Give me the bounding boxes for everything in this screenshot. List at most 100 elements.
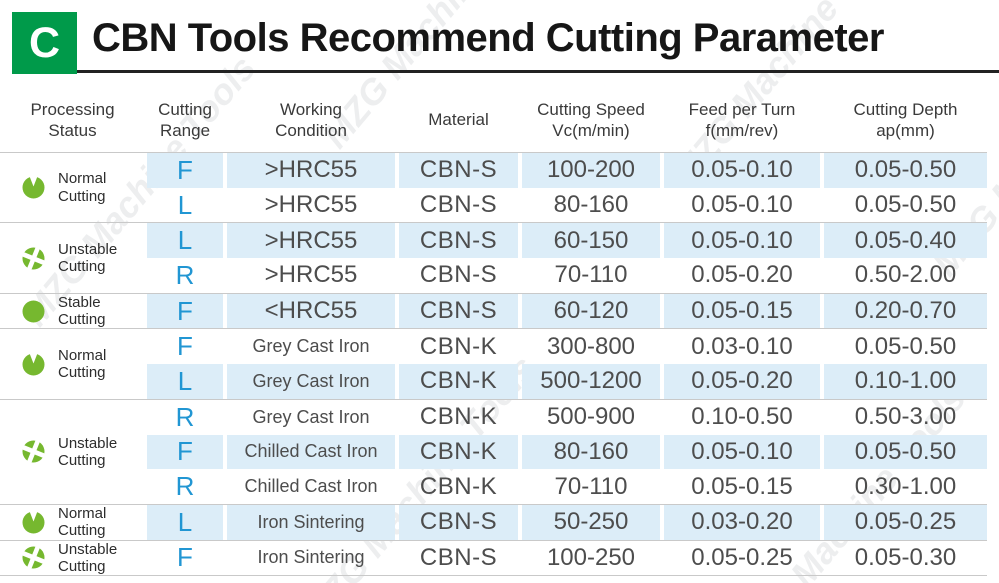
group-rows: R Grey Cast Iron CBN-K 500-900 0.10-0.50 0.50… xyxy=(145,400,987,504)
working-condition-cell: Grey Cast Iron xyxy=(252,406,370,427)
normal-cutting-icon xyxy=(20,351,47,378)
cutting-speed-cell: 60-120 xyxy=(522,293,660,329)
processing-status-label: Unstable Cutting xyxy=(58,540,118,575)
processing-status-label: Normal Cutting xyxy=(58,346,107,382)
cutting-depth-cell: 0.05-0.50 xyxy=(824,153,987,188)
processing-group: Normal Cutting L Iron Sintering CBN-S 50-250… xyxy=(0,504,987,541)
column-header-cutting-speed: Cutting Speed Vc(m/min) xyxy=(522,88,660,152)
cutting-speed-cell: 60-150 xyxy=(522,223,660,259)
processing-status-cell: Unstable Cutting xyxy=(0,223,145,292)
cutting-speed-cell: 80-160 xyxy=(522,434,660,470)
feed-per-turn-cell: 0.05-0.10 xyxy=(664,153,820,188)
column-header-line1: Feed per Turn xyxy=(688,99,796,119)
cutting-range-cell: L xyxy=(147,223,223,259)
title-underline xyxy=(77,70,999,73)
page-title: CBN Tools Recommend Cutting Parameter xyxy=(92,16,885,60)
feed-per-turn-cell: 0.05-0.15 xyxy=(691,472,793,500)
cutting-depth-cell: 0.10-1.00 xyxy=(824,364,987,399)
cutting-depth-cell: 0.30-1.00 xyxy=(854,472,957,500)
cutting-depth-cell: 0.05-0.40 xyxy=(824,223,987,259)
stable-cutting-icon xyxy=(20,298,47,325)
working-condition-cell: >HRC55 xyxy=(264,261,358,289)
group-rows: L >HRC55 CBN-S 60-150 0.05-0.10 0.05-0.40 R >HR… xyxy=(145,223,987,292)
processing-status-label: Normal Cutting xyxy=(58,170,107,205)
cutting-range-cell: F xyxy=(147,293,223,329)
cutting-range-cell: R xyxy=(175,471,195,502)
material-cell: CBN-K xyxy=(419,472,498,500)
feed-per-turn-cell: 0.05-0.20 xyxy=(664,364,820,399)
cutting-depth-cell: 0.05-0.30 xyxy=(854,543,957,571)
column-header-material: Material xyxy=(399,88,518,152)
material-cell: CBN-K xyxy=(399,364,518,399)
column-header-line1: Cutting Depth xyxy=(853,99,958,119)
group-rows: F >HRC55 CBN-S 100-200 0.05-0.10 0.05-0.50 L >H… xyxy=(145,153,987,222)
cutting-speed-cell: 80-160 xyxy=(553,191,629,219)
cutting-depth-cell: 0.50-2.00 xyxy=(854,261,957,289)
column-header-cutting-range: Cutting Range xyxy=(147,88,223,152)
working-condition-cell: >HRC55 xyxy=(264,191,358,219)
processing-group: Unstable Cutting R Grey Cast Iron CBN-K 500-… xyxy=(0,400,987,505)
section-badge: C xyxy=(12,12,77,74)
material-cell: CBN-K xyxy=(399,434,518,470)
material-cell: CBN-S xyxy=(419,191,498,219)
table-row: L >HRC55 CBN-S 60-150 0.05-0.10 0.05-0.40 xyxy=(145,223,987,259)
table-row: L Iron Sintering CBN-S 50-250 0.03-0.20 0.05-… xyxy=(145,504,987,540)
working-condition-cell: <HRC55 xyxy=(227,293,395,329)
group-rows: F <HRC55 CBN-S 60-120 0.05-0.15 0.20-0.70 xyxy=(145,293,987,329)
processing-status-label: Unstable Cutting xyxy=(58,434,118,469)
group-rows: L Iron Sintering CBN-S 50-250 0.03-0.20 0.05-… xyxy=(145,504,987,540)
processing-status-cell: Stable Cutting xyxy=(0,294,145,329)
column-header-line1: Cutting xyxy=(158,99,212,119)
column-header-processing-status: Processing Status xyxy=(0,88,145,152)
cutting-range-cell: F xyxy=(177,542,193,573)
column-header-feed-per-turn: Feed per Turn f(mm/rev) xyxy=(664,88,820,152)
processing-status-cell: Normal Cutting xyxy=(0,505,145,540)
working-condition-cell: Grey Cast Iron xyxy=(227,364,395,399)
column-header-line2: Range xyxy=(159,121,211,140)
cutting-depth-cell: 0.05-0.50 xyxy=(854,332,957,360)
material-cell: CBN-S xyxy=(399,223,518,259)
group-rows: F Grey Cast Iron CBN-K 300-800 0.03-0.10 0.05… xyxy=(145,329,987,399)
cutting-range-cell: L xyxy=(147,364,223,399)
cutting-depth-cell: 0.05-0.50 xyxy=(824,434,987,470)
table-row: R Grey Cast Iron CBN-K 500-900 0.10-0.50 0.50… xyxy=(145,400,987,435)
processing-group: Normal Cutting F Grey Cast Iron CBN-K 300-80… xyxy=(0,329,987,400)
column-header-line1: Cutting Speed xyxy=(537,99,645,119)
table-row: F Iron Sintering CBN-S 100-250 0.05-0.25 0.05… xyxy=(145,541,987,576)
cutting-depth-cell: 0.20-0.70 xyxy=(824,293,987,329)
working-condition-cell: Iron Sintering xyxy=(257,547,365,568)
cutting-speed-cell: 70-110 xyxy=(554,261,628,289)
material-cell: CBN-S xyxy=(419,261,498,289)
processing-group: Unstable Cutting L >HRC55 CBN-S 60-150 0.05-0… xyxy=(0,223,987,294)
table-row: L >HRC55 CBN-S 80-160 0.05-0.10 0.05-0.50 xyxy=(145,188,987,223)
feed-per-turn-cell: 0.05-0.10 xyxy=(664,223,820,259)
cutting-speed-cell: 100-200 xyxy=(522,153,660,188)
feed-per-turn-cell: 0.05-0.10 xyxy=(664,434,820,470)
cutting-speed-cell: 100-250 xyxy=(546,543,636,571)
processing-status-cell: Unstable Cutting xyxy=(0,400,145,504)
column-header-line2: Status xyxy=(48,121,97,140)
feed-per-turn-cell: 0.05-0.15 xyxy=(664,293,820,329)
cutting-speed-cell: 70-110 xyxy=(554,472,628,500)
cutting-range-cell: F xyxy=(147,434,223,470)
material-cell: CBN-K xyxy=(419,403,498,431)
working-condition-cell: >HRC55 xyxy=(227,153,395,188)
column-header-line2: Condition xyxy=(275,121,347,140)
material-cell: CBN-S xyxy=(399,293,518,329)
working-condition-cell: Grey Cast Iron xyxy=(252,336,370,357)
processing-status-label: Stable Cutting xyxy=(58,293,106,329)
feed-per-turn-cell: 0.03-0.20 xyxy=(664,504,820,540)
table-row: F Chilled Cast Iron CBN-K 80-160 0.05-0.10 0.… xyxy=(145,434,987,470)
processing-status-label: Normal Cutting xyxy=(58,504,107,540)
processing-group: Unstable Cutting F Iron Sintering CBN-S 100-… xyxy=(0,541,987,577)
table-row: F >HRC55 CBN-S 100-200 0.05-0.10 0.05-0.50 xyxy=(145,153,987,188)
column-header-line2: Vc(m/min) xyxy=(552,121,630,140)
unstable-cutting-icon xyxy=(20,244,47,272)
feed-per-turn-cell: 0.05-0.25 xyxy=(691,543,793,571)
cutting-depth-cell: 0.05-0.50 xyxy=(854,191,957,219)
feed-per-turn-cell: 0.10-0.50 xyxy=(691,403,793,431)
cutting-speed-cell: 500-900 xyxy=(546,403,636,431)
cutting-depth-cell: 0.50-3.00 xyxy=(854,403,957,431)
processing-group: Normal Cutting F >HRC55 CBN-S 100-200 0.05-0.… xyxy=(0,153,987,224)
